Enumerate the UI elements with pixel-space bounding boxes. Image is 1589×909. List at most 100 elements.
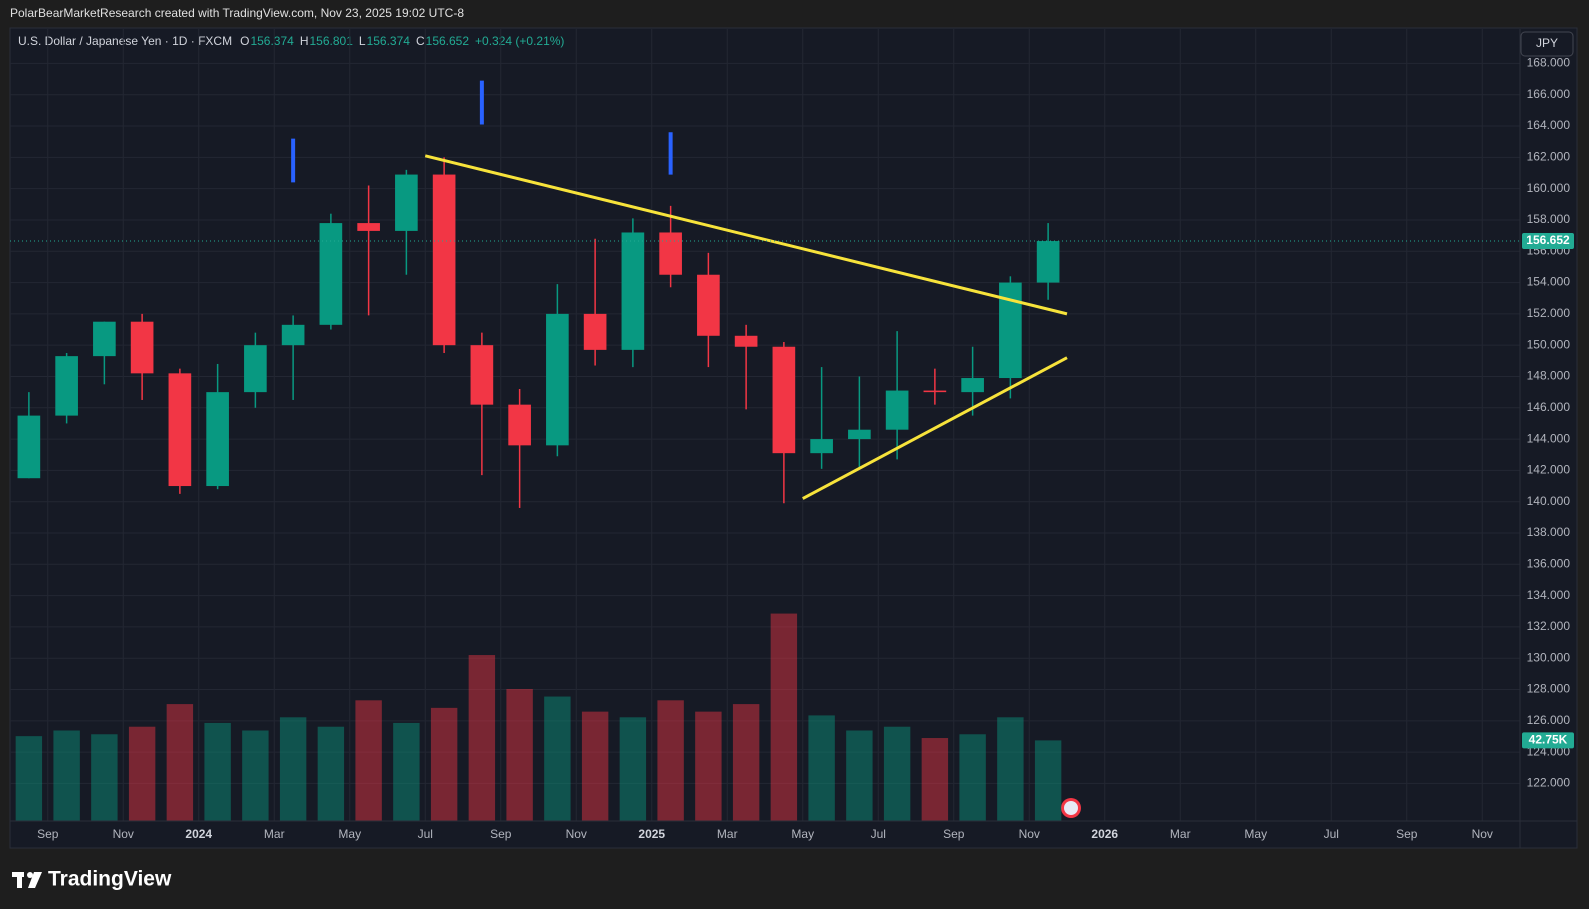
volume-bar — [657, 700, 684, 821]
change: +0.324 (+0.21%) — [475, 34, 564, 48]
volume-bar — [166, 704, 194, 821]
top-bar: PolarBearMarketResearch created with Tra… — [10, 6, 464, 20]
x-tick-label: Nov — [1472, 827, 1493, 841]
x-tick-label: Jul — [1324, 827, 1339, 841]
x-tick-label: May — [1244, 827, 1267, 841]
ohlc-value: 156.801 — [310, 34, 354, 48]
ohlc-value: 156.374 — [367, 34, 411, 48]
ohlc-key: C — [416, 34, 425, 48]
volume-bar — [15, 736, 43, 821]
y-tick-label: 152.000 — [1527, 306, 1571, 320]
x-tick-label: Sep — [37, 827, 59, 841]
x-tick-label: Jul — [418, 827, 433, 841]
y-tick-label: 162.000 — [1527, 150, 1571, 164]
y-tick-label: 140.000 — [1527, 494, 1571, 508]
x-tick-label: Nov — [1019, 827, 1040, 841]
candle-body — [885, 390, 909, 430]
y-tick-label: 164.000 — [1527, 118, 1571, 132]
y-tick-label: 166.000 — [1527, 87, 1571, 101]
x-tick-label: Jul — [871, 827, 886, 841]
x-tick-label: Nov — [113, 827, 134, 841]
candle-body — [1036, 241, 1060, 283]
y-tick-label: 160.000 — [1527, 181, 1571, 195]
volume-bar — [883, 726, 911, 821]
currency: JPY — [1536, 36, 1558, 50]
y-tick-label: 150.000 — [1527, 337, 1571, 351]
volume-bar — [921, 738, 949, 821]
brand: TradingView — [48, 868, 172, 891]
candle-body — [999, 282, 1022, 379]
candle-body — [168, 373, 192, 487]
ohlc-value: 156.374 — [250, 34, 294, 48]
candle-body — [432, 174, 456, 346]
y-tick-label: 136.000 — [1527, 556, 1571, 570]
x-tick-label: Mar — [1170, 827, 1191, 841]
candle-body — [17, 415, 41, 479]
x-tick-label: Mar — [264, 827, 285, 841]
volume-bar — [91, 734, 118, 821]
candle-body — [55, 356, 78, 416]
volume-bar — [317, 726, 345, 821]
candle-body — [319, 223, 343, 325]
candle-body — [772, 346, 796, 454]
y-tick-label: 122.000 — [1527, 776, 1571, 790]
brand-logo — [12, 872, 42, 888]
y-tick-label: 168.000 — [1527, 56, 1571, 70]
symbol: U.S. Dollar / Japanese Yen · 1D · FXCM — [18, 34, 232, 48]
volume-bar — [581, 711, 609, 821]
trendline — [424, 154, 1068, 316]
candle-body — [621, 232, 645, 350]
volume-bar — [846, 730, 873, 821]
candle-body — [206, 392, 229, 487]
volume-bar — [619, 717, 647, 821]
y-tick-label: 144.000 — [1527, 431, 1571, 445]
last-price-label: 156.652 — [1526, 233, 1570, 247]
volume-bar — [204, 722, 231, 821]
ohlc-key: L — [359, 34, 366, 48]
y-tick-label: 138.000 — [1527, 525, 1571, 539]
x-tick-label: Mar — [717, 827, 738, 841]
candle-body — [659, 232, 682, 275]
flag-icon-inner — [1064, 801, 1078, 815]
x-tick-label: Sep — [1396, 827, 1418, 841]
header: U.S. Dollar / Japanese Yen · 1D · FXCM — [18, 34, 232, 48]
x-tick-label: 2024 — [185, 827, 212, 841]
volume-bar — [355, 700, 382, 821]
last-price-box — [1522, 233, 1574, 250]
candle-body — [470, 345, 494, 405]
volume-bar — [279, 717, 307, 821]
ohlc-key: O — [240, 34, 249, 48]
candle-body — [357, 223, 380, 231]
y-tick-label: 154.000 — [1527, 275, 1571, 289]
x-tick-label: 2026 — [1091, 827, 1118, 841]
x-tick-label: Sep — [490, 827, 512, 841]
candle-body — [923, 390, 947, 393]
ohlc-key: H — [300, 34, 309, 48]
volume-bar — [506, 689, 533, 821]
candle-body — [734, 335, 758, 347]
candle-body — [395, 174, 418, 231]
y-tick-label: 142.000 — [1527, 463, 1571, 477]
trendline — [802, 356, 1068, 500]
x-tick-label: 2025 — [638, 827, 665, 841]
y-tick-label: 148.000 — [1527, 369, 1571, 383]
y-tick-label: 130.000 — [1527, 650, 1571, 664]
y-tick-label: 126.000 — [1527, 713, 1571, 727]
y-tick-label: 146.000 — [1527, 400, 1571, 414]
volume-bar — [468, 655, 496, 821]
candle-body — [130, 321, 154, 374]
volume-bar — [128, 726, 156, 821]
candle-body — [583, 313, 607, 350]
candle-body — [508, 404, 531, 446]
volume-bar — [732, 704, 760, 821]
volume-bar — [544, 696, 571, 821]
volume-bar — [393, 722, 420, 821]
plot-area — [10, 29, 1520, 821]
candle-body — [961, 378, 984, 393]
currency-button[interactable] — [1520, 31, 1574, 57]
volume-bar — [770, 613, 798, 821]
ohlc-value: 156.652 — [426, 34, 470, 48]
candle-body — [281, 324, 305, 346]
